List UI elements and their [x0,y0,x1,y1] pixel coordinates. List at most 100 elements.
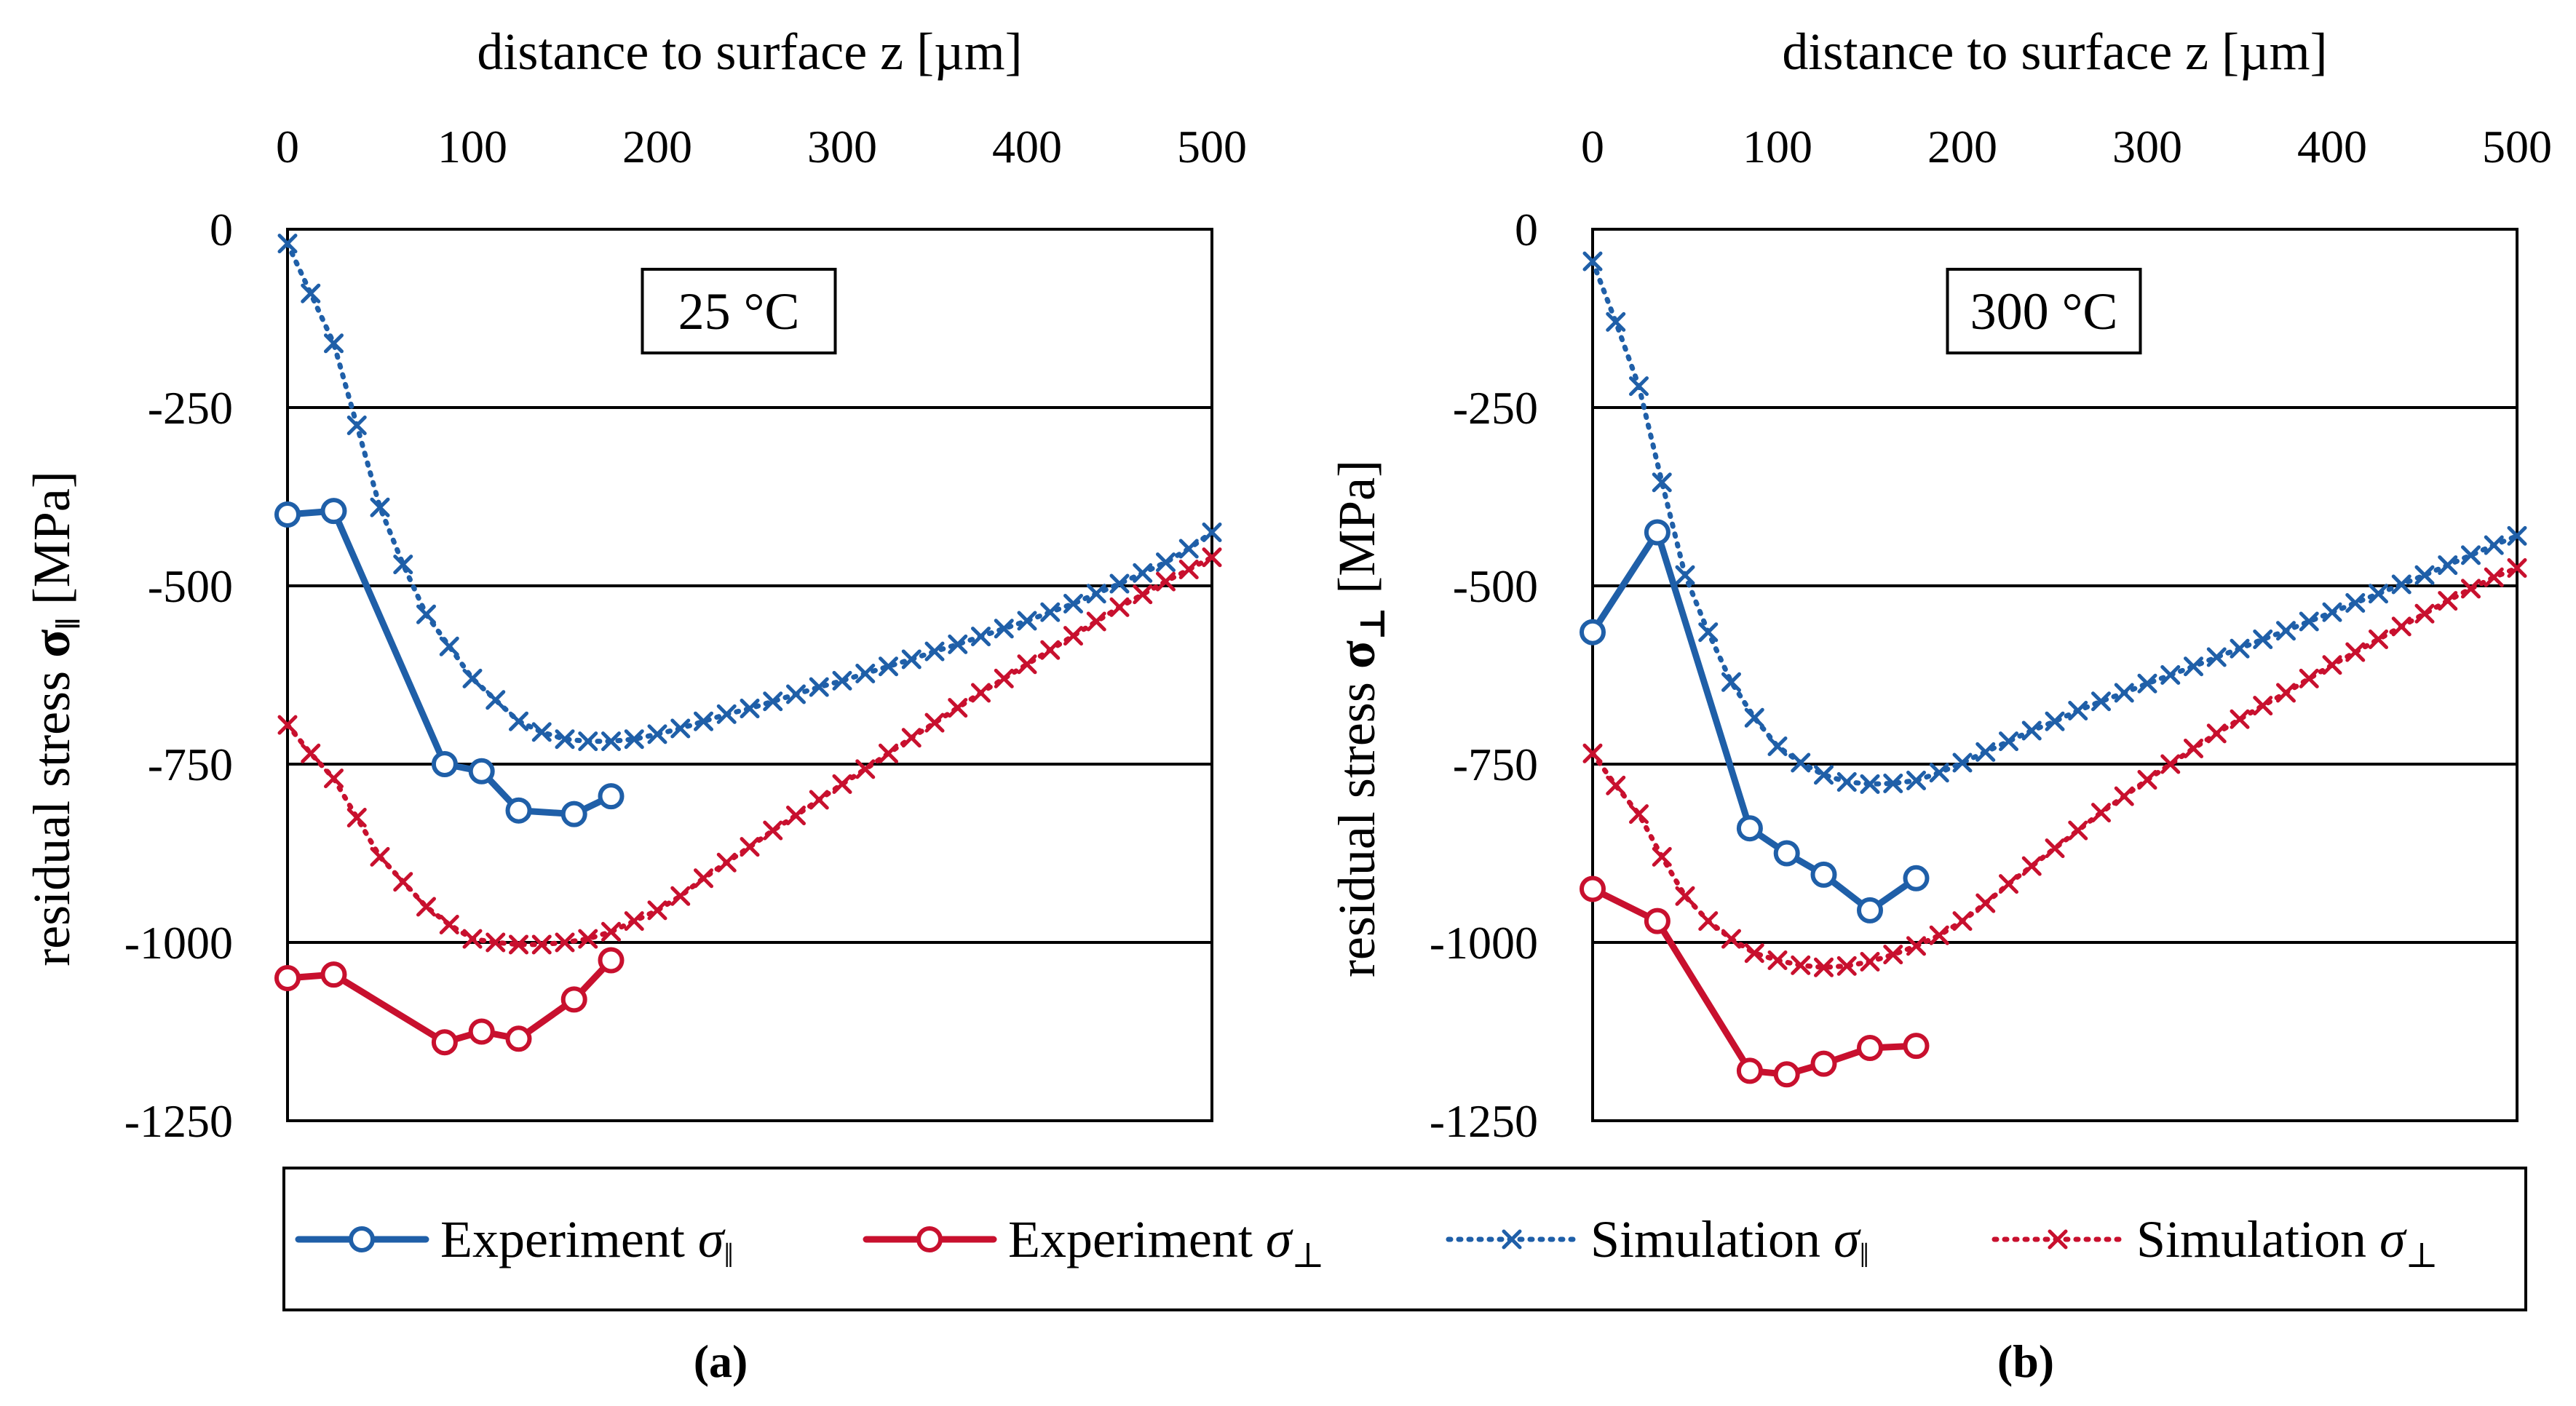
panel-b-x-tick-label-4: 400 [2297,121,2367,172]
panel-b-series-2-point-20 [2045,711,2065,731]
panel-b-series-2-point-11 [1836,772,1857,792]
panel-b-series-2-point-8 [1767,736,1788,756]
panel-b-series-3-point-16 [1952,911,1973,932]
panel-b-series-0-point-5 [1857,897,1883,924]
panel-a-series-3-point-24 [832,774,852,794]
panel-a-series-2-point-32 [1017,611,1037,631]
legend-item-2-marker [1502,1229,1522,1250]
panel-b-x-tick-label-1: 100 [1743,121,1812,172]
panel-a-tick-labels: 0 100 200 300 400 500 0 -250 -500 -750 -1000 -1250 [124,121,1247,1147]
legend-item-3: Simulation σ⊥ [1992,1210,2438,1275]
panel-b-x-tick-label-5: 500 [2482,121,2552,172]
panel-b-series-2-point-38 [2461,545,2481,565]
panel-b-series-1-point-1 [1644,907,1671,934]
panel-a-series-2-point-40 [1202,523,1222,542]
panel-b-series-1-point-6 [1903,1033,1930,1060]
panel-b-series-3-point-17 [1975,893,1996,913]
panel-b-series-2-point-29 [2253,629,2273,649]
panel-b-series-1 [1580,875,1930,1088]
panel-b-series-2-point-22 [2091,691,2111,712]
panel-a-series-2-point-11 [531,722,552,742]
legend-item-3-label-text: Simulation [2136,1210,2379,1268]
panel-a-series [274,234,1222,1056]
panel-b-series-2-point-21 [2068,701,2088,720]
panel-a-series-3-point-30 [971,683,991,703]
panel-a-series-1 [274,947,625,1056]
legend-item-3-symbol: σ [2379,1210,2407,1268]
panel-a-series-0-point-6 [598,783,625,810]
panel-a-series-2-point-39 [1178,539,1199,559]
panel-b-x-tick-label-2: 200 [1927,121,1997,172]
panel-a-series-2-point-26 [879,656,898,677]
panel-a-series-3-point-10 [509,934,528,955]
panel-a-series-2-point-25 [855,664,876,684]
panel-a-series-2-point-17 [670,718,691,739]
panel-b-series-2-point-37 [2438,555,2458,576]
panel-a-series-3-point-4 [370,846,390,867]
panel-b-series-3-point-29 [2253,696,2273,716]
panel-a-x-tick-label-3: 300 [807,121,877,172]
legend-item-1: Experiment σ⊥ [863,1210,1325,1275]
panel-a-y-title-subscript: ‖ [49,618,87,629]
legend-item-2-subscript: ‖ [1860,1236,1869,1275]
panel-a-series-2-point-20 [740,699,760,719]
panel-b-series-3-point-8 [1767,950,1788,970]
panel-b-series-2-point-12 [1860,774,1880,794]
panel-b-y-title-symbol: σ [1328,640,1386,669]
panel-a-temperature-badge: 25 °C [641,268,837,354]
panel-b-series-3-point-24 [2137,770,2157,790]
legend-item-0-subscript: ‖ [724,1236,733,1275]
panel-b-series-3-point-33 [2345,642,2366,662]
panel-a-series-2-point-7 [439,636,459,656]
panel-a-series-3-point-31 [994,668,1014,688]
panel-b-series-3 [1582,558,2527,977]
panel-a-series-3-point-17 [670,886,691,906]
legend-item-0-label: Experiment σ‖ [440,1210,734,1275]
panel-a-x-tick-label-2: 200 [622,121,692,172]
panel-b-y-tick-label-1: -250 [1453,382,1538,434]
panel-b-series-3-point-20 [2045,838,2065,859]
panel-a-x-tick-label-5: 500 [1177,121,1247,172]
panel-a-series-3-point-3 [346,808,367,827]
panel-a-series-2-point-6 [416,604,436,624]
panel-a-series-2-point-27 [901,649,922,670]
panel-b-series-0-point-4 [1810,861,1837,888]
panel-b-y-tick-label-5: -1250 [1430,1095,1538,1147]
panel-b-series-3-point-4 [1675,886,1695,906]
panel-b-series-2-point-5 [1698,622,1719,643]
panel-a-series-1-point-3 [468,1018,495,1045]
panel-a-series-2-point-35 [1086,584,1106,604]
panel-b-series-2-point-26 [2184,656,2203,677]
panel-b-series-3-point-40 [2507,558,2527,578]
panel-a-series-2-point-38 [1156,552,1176,573]
panel-b-series-2-point-9 [1791,752,1811,773]
panel-a-series-3-point-39 [1178,559,1199,579]
legend: Experiment σ‖ Experiment σ⊥ Simulation σ‖ S… [282,1167,2527,1311]
legend-item-2-symbol: σ [1834,1210,1861,1268]
panel-a-y-tick-label-5: -1250 [124,1095,233,1147]
panel-b-y-axis-title: residual stress σ⊥ [MPa] [1328,460,1392,977]
panel-a-series-2-point-16 [647,724,667,744]
panel-a-temperature-label: 25 °C [678,282,800,341]
panel-b-series-2-point-25 [2160,665,2181,685]
panel-b-series-2-point-19 [2021,720,2042,741]
panel-a-y-tick-label-0: 0 [210,204,233,255]
panel-a-series-2-point-28 [924,641,945,662]
panel-b-series-3-point-13 [1883,945,1903,965]
panel-a-series-0-point-1 [320,498,347,525]
panel-b-y-tick-label-2: -500 [1453,560,1538,612]
panel-a-y-axis-title: residual stress σ‖ [MPa] [23,471,87,966]
panel-b-series-2 [1582,251,2527,794]
panel-a-series-2-point-14 [601,731,621,752]
panel-b-series-3-point-34 [2369,629,2388,649]
panel-a-y-tick-label-2: -500 [148,560,233,612]
panel-a-y-tick-label-1: -250 [148,382,233,434]
panel-b-series-3-point-7 [1744,943,1764,964]
panel-a: 0 100 200 300 400 5000-250-500-750-1000-1250 … [23,23,1247,1387]
panel-b-series [1580,251,2527,1088]
panel-a-series-0-point-3 [468,758,495,785]
panel-a-series-2-point-18 [694,711,713,731]
panel-b-tick-labels: 0 100 200 300 400 500 0 -250 -500 -750 -1000 -1250 [1430,121,2552,1147]
panel-b-series-0-point-6 [1903,865,1930,891]
